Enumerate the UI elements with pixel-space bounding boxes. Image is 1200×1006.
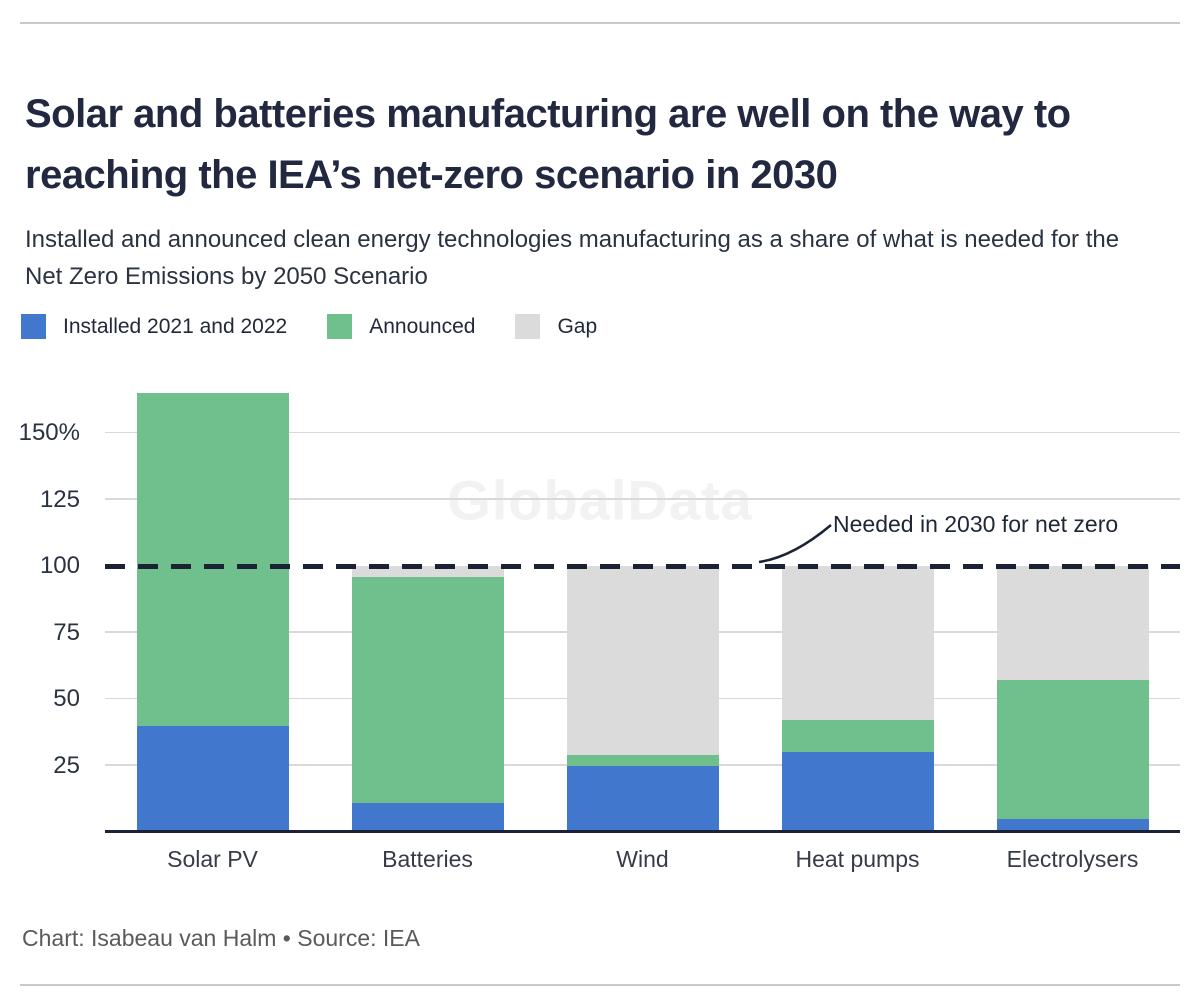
watermark: GlobalData <box>447 468 753 532</box>
x-axis-line <box>105 830 1180 833</box>
y-tick-label: 100 <box>39 552 80 580</box>
bar-electrolysers <box>996 566 1149 832</box>
bar-segment-announced <box>566 754 719 766</box>
bar-solar-pv <box>136 393 289 832</box>
bar-segment-gap <box>351 566 504 577</box>
legend-label: Installed 2021 and 2022 <box>63 314 288 338</box>
reference-line-annotation: Needed in 2030 for net zero <box>833 511 1119 537</box>
gridline-150 <box>105 431 1180 434</box>
x-label-solar-pv: Solar PV <box>167 846 258 872</box>
y-tick-label: 125 <box>39 485 80 513</box>
top-divider <box>20 22 1180 24</box>
bar-segment-gap <box>781 566 934 721</box>
legend-swatch <box>327 314 353 339</box>
attribution-footer: Chart: Isabeau van Halm • Source: IEA <box>22 925 420 951</box>
bar-segment-installed-2021-and-2022 <box>566 765 719 832</box>
legend-item: Announced <box>327 314 475 339</box>
bar-segment-announced <box>781 720 934 753</box>
bar-wind <box>566 566 719 832</box>
plot-area <box>105 380 1180 833</box>
legend-label: Announced <box>369 314 476 338</box>
legend-swatch <box>21 314 46 339</box>
bottom-divider <box>20 984 1180 986</box>
bar-segment-gap <box>566 566 719 755</box>
legend: Installed 2021 and 2022 Announced Gap <box>21 314 637 339</box>
chart-title: Solar and batteries manufacturing are we… <box>25 91 1071 197</box>
bar-segment-installed-2021-and-2022 <box>996 818 1149 832</box>
legend-item: Installed 2021 and 2022 <box>21 314 287 339</box>
bar-batteries <box>351 566 504 832</box>
y-tick-label: 75 <box>53 618 80 646</box>
x-label-batteries: Batteries <box>382 846 473 872</box>
bar-segment-installed-2021-and-2022 <box>351 802 504 832</box>
annotation-connector-line <box>758 524 832 564</box>
chart-subtitle: Installed and announced clean energy tec… <box>25 226 1120 290</box>
legend-item: Gap <box>515 314 597 339</box>
bar-segment-announced <box>996 680 1149 819</box>
y-tick-label: 50 <box>53 685 80 713</box>
y-tick-label: 150% <box>18 419 80 447</box>
x-label-heat-pumps: Heat pumps <box>795 846 920 872</box>
x-axis-labels: Solar PV Batteries Wind Heat pumps Electroly… <box>105 846 1180 873</box>
x-label-wind: Wind <box>616 846 669 872</box>
legend-label: Gap <box>557 314 598 338</box>
bar-segment-installed-2021-and-2022 <box>781 752 934 832</box>
bar-segment-installed-2021-and-2022 <box>136 725 289 832</box>
x-label-electrolysers: Electrolysers <box>1006 846 1139 872</box>
bar-heat-pumps <box>781 566 934 832</box>
bar-segment-gap <box>996 566 1149 681</box>
net-zero-reference-line <box>105 563 1180 569</box>
y-tick-label: 25 <box>53 751 80 779</box>
bar-segment-announced <box>351 576 504 803</box>
gridline-125 <box>105 498 1180 500</box>
bar-segment-announced <box>136 393 289 726</box>
legend-swatch <box>515 314 541 339</box>
